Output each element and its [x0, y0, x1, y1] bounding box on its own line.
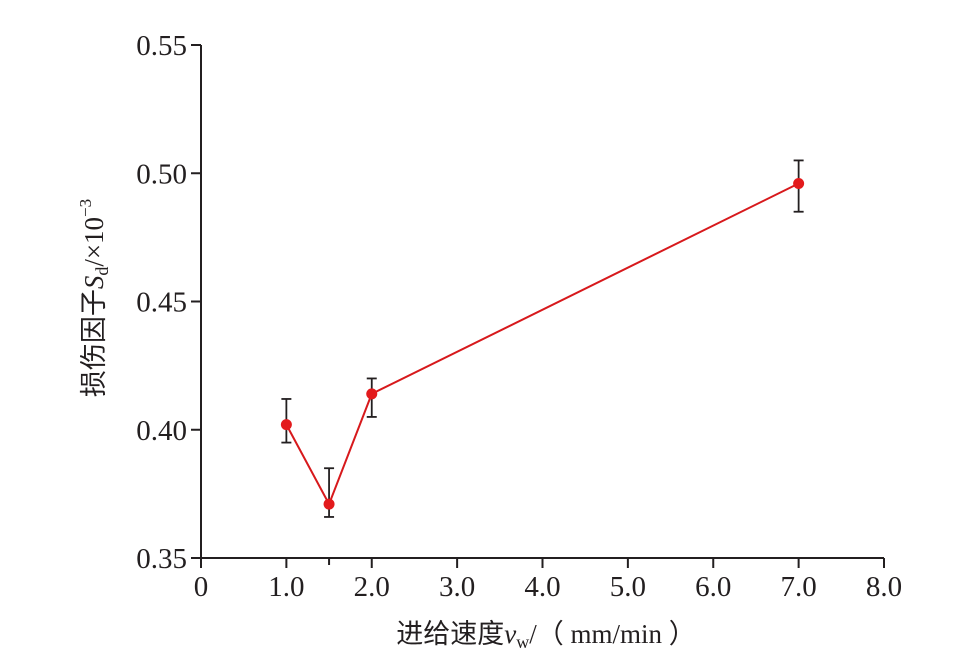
- x-tick-label: 6.0: [695, 571, 731, 603]
- x-ticks: 0 1.0 2.0 3.0 4.0 5.0 6.0 7.0 8.0: [194, 558, 902, 603]
- y-tick-label: 0.55: [136, 30, 187, 62]
- x-tick-label: 7.0: [781, 571, 817, 603]
- x-tick-label: 2.0: [354, 571, 390, 603]
- series-line: [285, 182, 800, 507]
- x-tick-label: 3.0: [439, 571, 475, 603]
- y-axis-title: 损伤因子Sd/×10−3: [76, 199, 112, 397]
- x-tick-label: 0: [194, 571, 209, 603]
- y-tick-label: 0.45: [136, 287, 187, 319]
- data-point: [280, 419, 292, 431]
- y-ticks: 0.35 0.40 0.45 0.50 0.55: [136, 30, 201, 575]
- y-tick-label: 0.35: [136, 543, 187, 575]
- y-tick-label: 0.50: [136, 158, 187, 190]
- axes: [200, 45, 884, 559]
- y-tick-label: 0.40: [136, 415, 187, 447]
- data-point: [323, 498, 335, 510]
- data-point: [793, 178, 805, 190]
- x-axis-title: 进给速度vw/（ mm/min ）: [396, 619, 696, 652]
- x-tick-label: 4.0: [524, 571, 560, 603]
- data-point: [366, 388, 378, 400]
- plot-area: [280, 159, 805, 518]
- x-tick-label: 5.0: [610, 571, 646, 603]
- x-tick-label: 1.0: [268, 571, 304, 603]
- x-tick-label: 8.0: [866, 571, 902, 603]
